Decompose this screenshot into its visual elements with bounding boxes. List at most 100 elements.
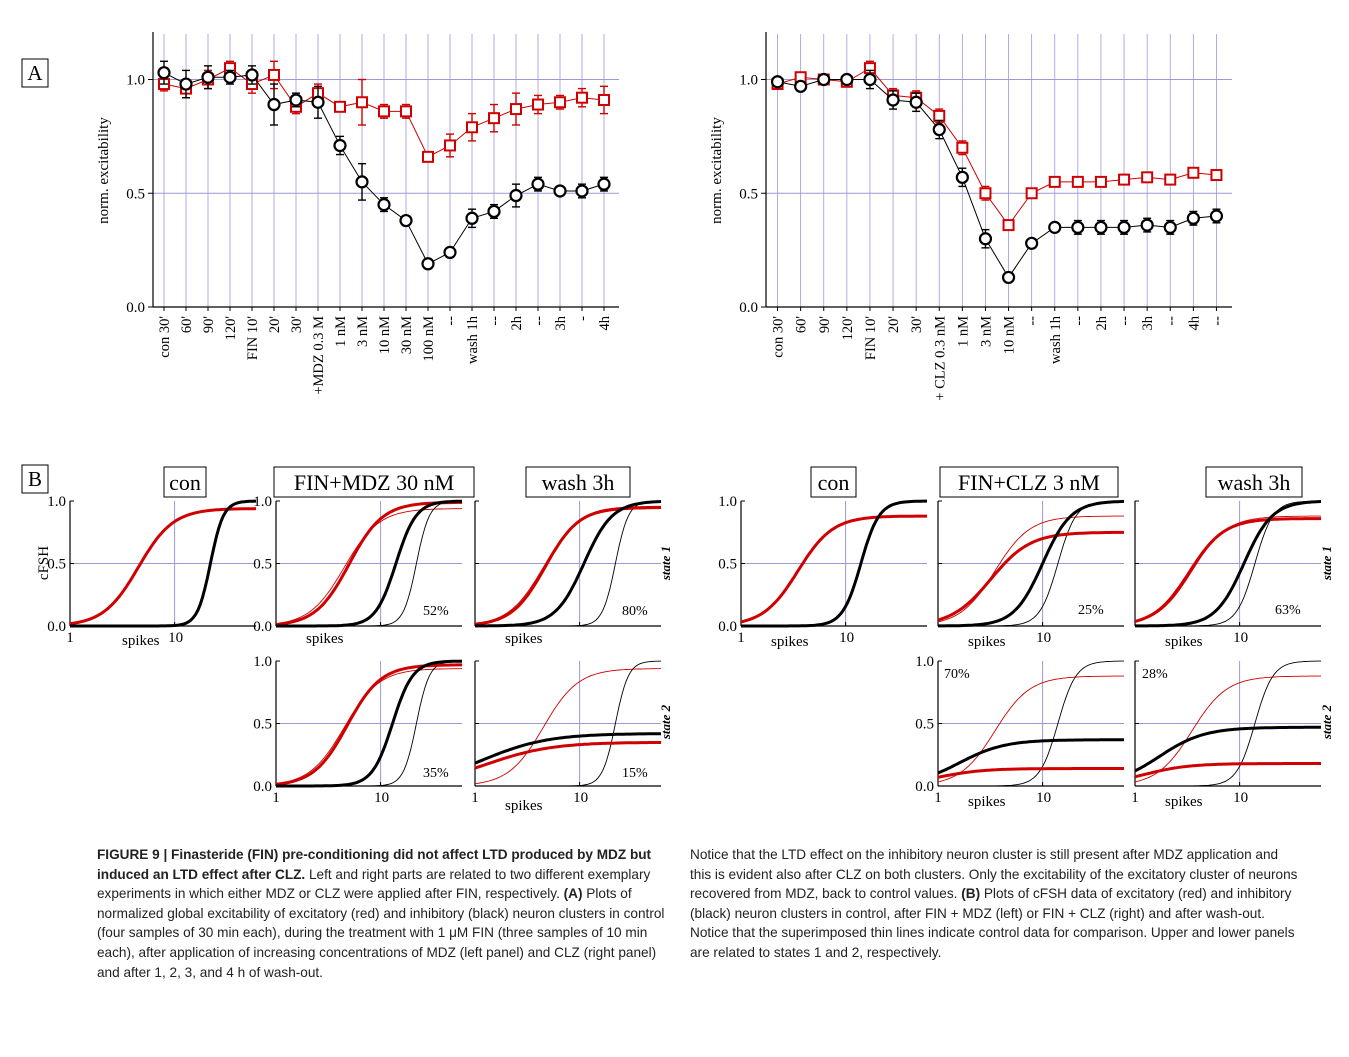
- x-tick-label: 3h: [1140, 315, 1156, 330]
- x-tick-label: 3 nM: [978, 316, 994, 347]
- data-point-square: [488, 112, 500, 125]
- panel-label: A: [27, 61, 43, 85]
- x-tick-label: 3 nM: [355, 316, 371, 347]
- caption-right: Notice that the LTD effect on the inhibi…: [690, 845, 1300, 963]
- y-tick-label: 0.0: [253, 779, 272, 795]
- percent-label: 63%: [1275, 603, 1301, 618]
- data-point-circle: [355, 175, 369, 189]
- x-tick-label: 10: [168, 630, 183, 646]
- y-tick-label: 0.5: [253, 557, 272, 573]
- x-axis-label: spikes: [1165, 634, 1203, 650]
- data-point-circle: [553, 184, 567, 198]
- data-point-square: [554, 96, 566, 109]
- data-point-circle: [1117, 220, 1131, 234]
- chart-title: wash 3h: [542, 470, 615, 495]
- data-point-square: [576, 91, 588, 104]
- x-tick-label: 4h: [597, 315, 613, 330]
- data-point-circle: [1209, 209, 1224, 223]
- title-box: [273, 466, 475, 498]
- series-line-red: [777, 67, 1217, 226]
- chart-A-left: 0.0 0.5 1.0 norm. excitability con 30' 60' 90'…: [96, 32, 619, 395]
- panel-label: B: [28, 467, 42, 491]
- chart-B-right-wash-s2: 1 10 spikes 28% state 2: [1131, 660, 1334, 810]
- data-point-square: [532, 98, 544, 111]
- data-point-circle: [817, 72, 831, 87]
- state-label: state 2: [658, 704, 673, 740]
- cfsh-curve-red-thin: [937, 675, 1124, 783]
- data-point-circle: [978, 232, 993, 246]
- data-point-circle: [421, 257, 435, 271]
- data-point-square: [1187, 166, 1200, 179]
- caption-text: Left and right parts are related to two …: [97, 866, 651, 902]
- x-tick-label: 10: [573, 790, 588, 806]
- y-tick-label: 0.0: [718, 619, 737, 635]
- x-tick-label: 10: [839, 630, 854, 646]
- cfsh-curve-red-thick: [937, 530, 1124, 622]
- x-tick-label: FIN 10': [245, 316, 261, 360]
- data-point-circle: [289, 93, 303, 107]
- x-tick-label: -: [575, 316, 591, 321]
- x-tick-label: --: [1117, 316, 1133, 326]
- data-point-circle: [377, 198, 391, 212]
- x-tick-label: --: [1209, 316, 1225, 326]
- chart-B-right-clz-s2: 0.0 0.5 1.0 1 10 spikes 70%: [915, 654, 1124, 810]
- data-point-square: [1025, 187, 1038, 200]
- cfsh-curve-black-thin: [938, 660, 1124, 787]
- chart-B-right-clz-s1: 10 spikes 25% FIN+CLZ 3 nM: [937, 466, 1125, 650]
- cfsh-curve-red-thick: [1134, 762, 1321, 779]
- data-point-circle: [1048, 220, 1062, 234]
- percent-label: 70%: [944, 667, 970, 682]
- y-axis-label: cFSH: [36, 546, 52, 580]
- x-tick-label: 2h: [1094, 315, 1110, 330]
- data-point-circle: [575, 184, 589, 198]
- data-point-square: [1164, 173, 1177, 186]
- x-tick-label: 1: [934, 790, 942, 806]
- state-label: state 2: [1319, 704, 1334, 740]
- caption-text: Notice that the LTD effect on the inhibi…: [690, 847, 1298, 902]
- x-axis-label: spikes: [122, 633, 160, 649]
- cfsh-curve-black-thick: [1134, 725, 1321, 773]
- y-tick-label: 1.0: [739, 73, 758, 89]
- data-point-circle: [465, 211, 479, 225]
- data-point-circle: [157, 66, 171, 80]
- data-point-circle: [1094, 220, 1108, 234]
- chart-B-right-con: 0.0 0.5 1.0 1 10 spikes con: [718, 466, 927, 650]
- state-label: state 1: [658, 546, 673, 581]
- x-tick-label: 2h: [509, 315, 525, 330]
- data-point-square: [979, 187, 992, 200]
- data-point-circle: [267, 97, 281, 112]
- x-axis-label: spikes: [505, 798, 543, 814]
- cfsh-curve-black-thin: [475, 660, 662, 787]
- data-point-circle: [179, 77, 193, 91]
- data-point-circle: [1025, 236, 1039, 250]
- percent-label: 35%: [423, 766, 449, 781]
- data-point-circle: [597, 177, 611, 191]
- x-tick-label: 20': [267, 316, 283, 333]
- caption-text: Plots of normalized global excitability …: [97, 886, 665, 980]
- x-axis-label: spikes: [968, 634, 1006, 650]
- x-tick-label: wash 1h: [465, 315, 481, 364]
- x-axis-label: spikes: [771, 634, 809, 650]
- cfsh-curve-red-thin: [474, 668, 662, 785]
- x-tick-label: 3h: [553, 315, 569, 330]
- x-tick-label: 90': [817, 316, 833, 333]
- percent-label: 52%: [423, 604, 449, 619]
- chart-B-left-mdz-s2: 0.0 0.5 1.0 1 10 35%: [253, 654, 463, 806]
- data-point-circle: [1163, 220, 1177, 234]
- state-label: state 1: [1319, 546, 1334, 581]
- chart-B-left-mdz-s1: 0.0 0.5 1.0 spikes 52% FIN+MDZ 30 nM state 1: [0, 0, 475, 647]
- data-point-square: [400, 105, 412, 118]
- x-tick-label: FIN 10': [863, 316, 879, 360]
- data-point-circle: [443, 245, 457, 259]
- cfsh-curve-black-thick: [276, 659, 463, 788]
- x-tick-label: --: [1071, 316, 1087, 326]
- x-tick-label: 90': [201, 316, 217, 333]
- data-point-circle: [1186, 211, 1200, 225]
- cfsh-curve-black-thin: [1135, 660, 1321, 787]
- x-tick-label: 10 nM: [1002, 316, 1018, 354]
- data-point-square: [956, 141, 969, 154]
- x-tick-label: 10: [1036, 790, 1051, 806]
- cfsh-curve-red-thin: [937, 515, 1124, 623]
- chart-title: con: [818, 470, 850, 495]
